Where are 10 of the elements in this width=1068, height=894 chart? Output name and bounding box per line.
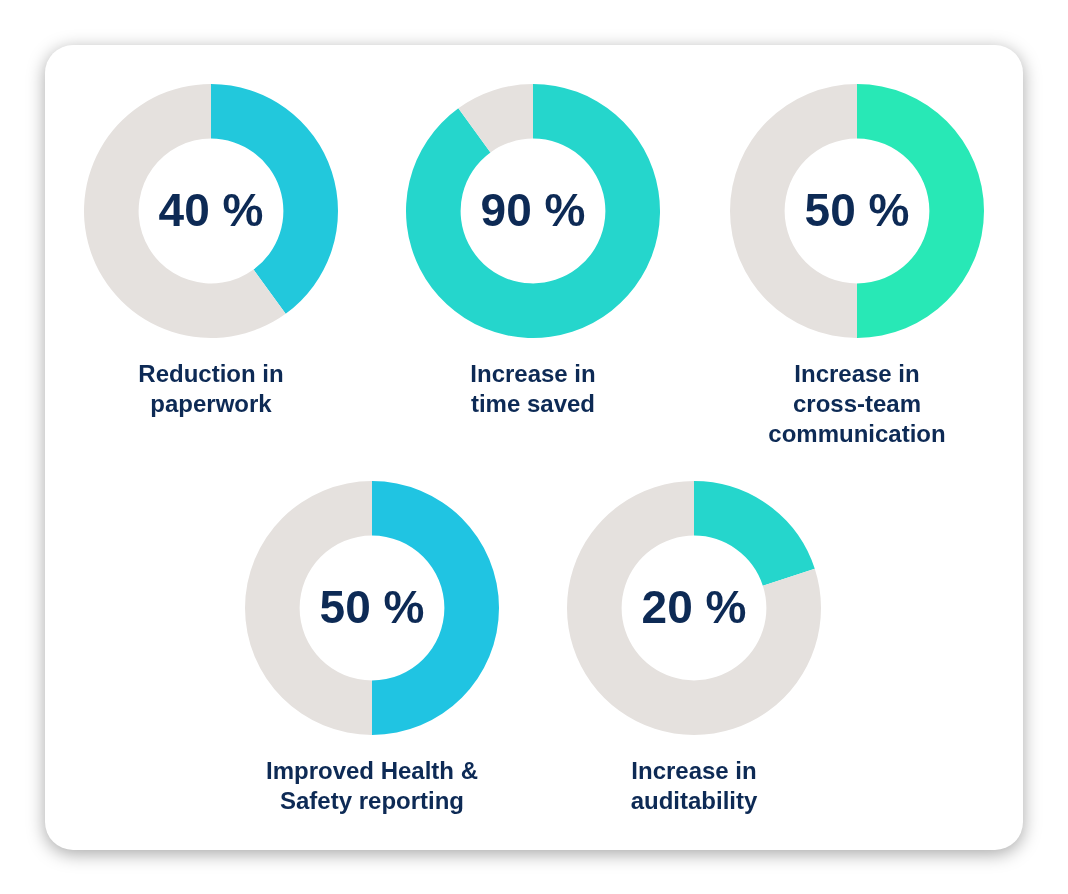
data-label: 40 % xyxy=(158,183,264,236)
data-label: 50 % xyxy=(319,580,425,633)
data-label: 90 % xyxy=(480,183,586,236)
text: Increase in auditability xyxy=(629,756,759,816)
text: Improved Health & Safety reporting xyxy=(264,756,479,816)
text: Increase in cross-team communication xyxy=(767,359,947,449)
data-label: 20 % xyxy=(641,580,747,633)
text: Reduction in paperwork xyxy=(137,359,285,419)
data-label: 50 % xyxy=(804,183,910,236)
text: Increase in time saved xyxy=(469,359,597,419)
